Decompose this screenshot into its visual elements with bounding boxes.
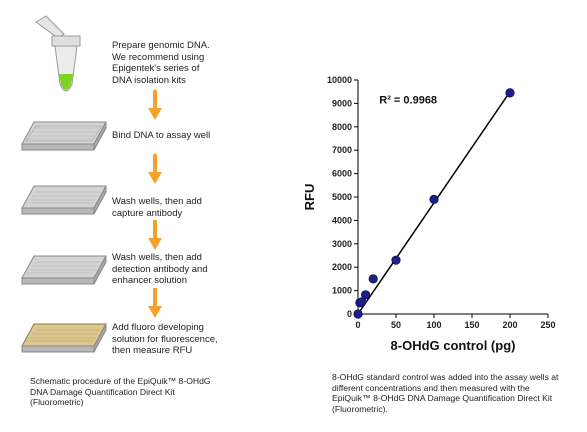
data-point [357, 297, 367, 307]
data-point [429, 194, 439, 204]
x-tick-label: 100 [426, 320, 441, 330]
down-arrow-icon [148, 220, 162, 250]
x-tick-label: 50 [391, 320, 401, 330]
down-arrow-icon [148, 288, 162, 318]
assay-plate-icon [21, 185, 107, 215]
assay-plate-icon [21, 121, 107, 151]
y-tick-label: 6000 [332, 169, 352, 179]
standard-curve-chart: 0100020003000400050006000700080009000100… [302, 75, 556, 353]
step-2-text: Bind DNA to assay well [112, 130, 211, 141]
step-3-text: Wash wells, then add capture antibody [112, 196, 202, 219]
x-tick-label: 0 [355, 320, 360, 330]
down-arrow-icon [148, 154, 162, 184]
y-axis-title: RFU [302, 184, 317, 211]
y-tick-label: 1000 [332, 286, 352, 296]
x-axis-title: 8-OHdG control (pg) [391, 338, 516, 353]
y-tick-label: 4000 [332, 215, 352, 225]
y-tick-label: 10000 [327, 75, 352, 85]
microcentrifuge-tube-icon [35, 15, 81, 92]
down-arrow-icon [148, 90, 162, 120]
data-point [353, 309, 363, 319]
y-tick-label: 9000 [332, 98, 352, 108]
chart-caption: 8-OHdG standard control was added into t… [332, 372, 559, 414]
y-tick-label: 7000 [332, 145, 352, 155]
data-point [391, 255, 401, 265]
data-point [361, 290, 371, 300]
y-tick-label: 0 [347, 309, 352, 319]
assay-plate-icon [21, 255, 107, 285]
procedure-panel: Prepare genomic DNA. We recommend using … [0, 0, 290, 432]
fluorescent-plate-icon [21, 323, 107, 353]
x-tick-label: 250 [540, 320, 555, 330]
r-squared-annotation: R² = 0.9968 [379, 94, 437, 106]
x-tick-label: 150 [464, 320, 479, 330]
y-tick-label: 3000 [332, 239, 352, 249]
data-point [505, 88, 515, 98]
y-tick-label: 8000 [332, 122, 352, 132]
step-1-text: Prepare genomic DNA. We recommend using … [112, 40, 210, 86]
y-tick-label: 5000 [332, 192, 352, 202]
y-tick-label: 2000 [332, 262, 352, 272]
data-point [368, 274, 378, 284]
procedure-caption: Schematic procedure of the EpiQuik™ 8-OH… [30, 376, 211, 407]
step-5-text: Add fluoro developing solution for fluor… [112, 322, 218, 356]
x-tick-label: 200 [502, 320, 517, 330]
step-4-text: Wash wells, then add detection antibody … [112, 252, 208, 286]
